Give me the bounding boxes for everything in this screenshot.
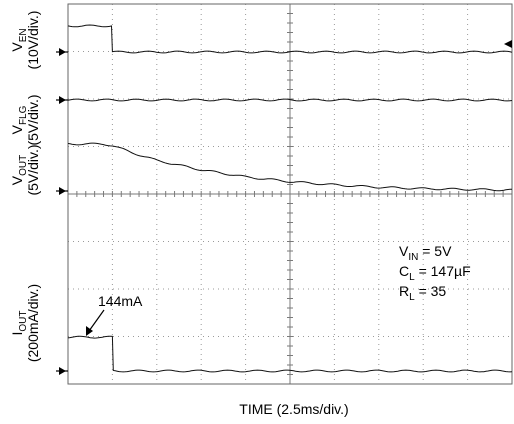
- label-iout-name: IOUT: [9, 311, 29, 336]
- trace-ven: [67, 24, 513, 54]
- channel-labels: VEN(10V/div.)VFLG(5V/div.)VOUT(5V/div.)I…: [9, 11, 41, 363]
- graticule: [67, 3, 513, 385]
- x-axis-label: TIME (2.5ms/div.): [239, 401, 348, 417]
- label-vout-name: VOUT: [9, 155, 29, 185]
- traces: [67, 24, 513, 373]
- label-ven-scale: (10V/div.): [25, 11, 41, 70]
- label-vflg: VFLG(5V/div.): [9, 94, 41, 145]
- callout-arrow-line: [88, 309, 105, 332]
- callout-144ma: 144mA: [98, 293, 143, 309]
- label-vout-scale: (5V/div.): [25, 144, 41, 195]
- ground-markers: [56, 48, 68, 375]
- conditions-box: VIN = 5V CL = 147µF RL = 35: [399, 243, 471, 303]
- trace-vout: [67, 142, 513, 192]
- label-vflg-name: VFLG: [9, 105, 29, 134]
- current-callout: 144mA: [86, 293, 143, 336]
- trigger-arrow-icon: [504, 40, 512, 48]
- label-vout: VOUT(5V/div.): [9, 144, 41, 195]
- condition-cl: CL = 147µF: [399, 263, 471, 283]
- trace-iout: [67, 335, 513, 373]
- condition-vin: VIN = 5V: [399, 243, 452, 263]
- ground-marker-vflg-icon: [59, 96, 66, 104]
- condition-rl: RL = 35: [399, 283, 446, 303]
- trigger-marker: [504, 40, 512, 48]
- callout-arrowhead: [86, 326, 93, 336]
- ground-marker-ven-icon: [59, 48, 66, 56]
- label-ven-name: VEN: [9, 28, 29, 51]
- trace-vflg: [67, 98, 513, 102]
- label-vflg-scale: (5V/div.): [25, 94, 41, 145]
- label-iout: IOUT(200mA/div.): [9, 284, 41, 362]
- ground-marker-iout-icon: [59, 367, 66, 375]
- label-ven: VEN(10V/div.): [9, 11, 41, 70]
- label-iout-scale: (200mA/div.): [25, 284, 41, 362]
- plot-frame: [67, 3, 513, 385]
- ground-marker-vout-icon: [59, 187, 66, 195]
